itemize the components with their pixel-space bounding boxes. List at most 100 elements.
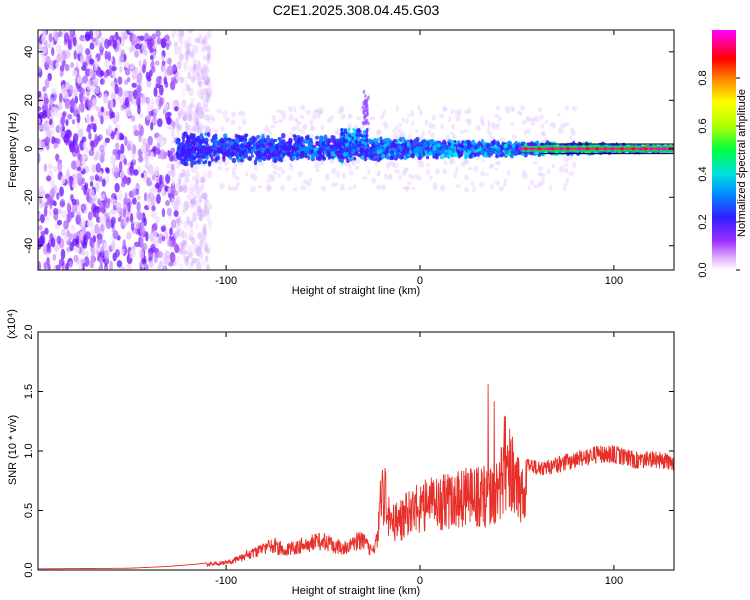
heatmap-cell — [380, 184, 387, 191]
heatmap-cell — [365, 130, 369, 135]
heatmap-cell — [272, 170, 278, 175]
heatmap-cell — [425, 163, 430, 168]
heatmap-cell — [250, 154, 255, 158]
heatmap-cell — [177, 177, 182, 185]
heatmap-cell — [308, 178, 312, 182]
heatmap-cell — [43, 206, 48, 217]
heatmap-cell — [330, 144, 334, 149]
heatmap-cell — [104, 137, 111, 143]
heatmap-cell — [186, 106, 192, 112]
heatmap-cell — [194, 222, 200, 231]
heatmap-cell — [112, 39, 117, 50]
heatmap-cell — [188, 228, 195, 239]
heatmap-cell — [198, 90, 204, 99]
snr-x-label: Height of straight line (km) — [292, 585, 420, 597]
heatmap-cell — [205, 206, 210, 216]
heatmap-cell — [57, 55, 64, 63]
heatmap-cell — [76, 166, 82, 172]
heatmap-cell — [55, 153, 59, 163]
heatmap-cell — [502, 182, 507, 187]
heatmap-cell — [261, 133, 265, 140]
heatmap-cell — [533, 161, 538, 165]
colorbar-label: Normalized spectral amplitude — [736, 89, 748, 237]
heatmap-cell — [549, 184, 553, 191]
heatmap-cell — [347, 164, 352, 170]
heatmap-cell — [141, 242, 148, 251]
heatmap-cell — [58, 258, 65, 267]
heatmap-cell — [110, 216, 116, 226]
heatmap-cell — [500, 137, 506, 143]
colorbar-gradient — [712, 30, 736, 270]
heatmap-cell — [136, 201, 141, 212]
heatmap-cell — [137, 104, 141, 115]
heatmap-cell — [188, 183, 194, 191]
heatmap-cell — [103, 266, 109, 270]
heatmap-cell — [187, 64, 193, 72]
heatmap-cell — [188, 152, 192, 158]
heatmap-cell — [430, 131, 435, 139]
heatmap-cell — [327, 117, 333, 124]
heatmap-cell — [393, 143, 398, 149]
heatmap-cell — [443, 160, 448, 166]
heatmap-cell — [202, 223, 207, 231]
heatmap-cell — [179, 172, 184, 179]
heatmap-cell — [198, 214, 204, 222]
heatmap-cell — [315, 141, 319, 146]
heatmap-cell — [417, 155, 423, 160]
heatmap-cell — [233, 163, 238, 170]
heatmap-cell — [186, 48, 192, 57]
heatmap-cell — [73, 255, 78, 263]
heatmap-cell — [207, 169, 213, 179]
snr-y-tick-label: 1.5 — [23, 384, 35, 399]
heatmap-cell — [114, 165, 119, 173]
heatmap-cell — [141, 43, 147, 55]
heatmap-cell — [146, 96, 151, 106]
heatmap-cell — [442, 107, 448, 112]
heatmap-cell — [603, 146, 608, 151]
heatmap-cell — [517, 142, 521, 148]
heatmap-cell — [204, 242, 208, 252]
heatmap-cell — [189, 244, 196, 255]
heatmap-cell — [92, 235, 97, 244]
heatmap-cell — [362, 130, 366, 135]
heatmap-cell — [64, 82, 69, 91]
heatmap-cell — [272, 120, 279, 125]
heatmap-cell — [346, 154, 351, 158]
heatmap-cell — [150, 98, 155, 109]
heatmap-cell — [479, 181, 485, 188]
heatmap-cell — [90, 254, 95, 265]
heatmap-cell — [291, 126, 296, 132]
heatmap-cell — [343, 128, 347, 132]
heatmap-cell — [46, 109, 51, 118]
heatmap-cell — [240, 155, 244, 159]
heatmap-cell — [57, 173, 62, 181]
heatmap-cell — [200, 95, 206, 102]
heatmap-cell — [210, 138, 215, 143]
heatmap-cell — [203, 75, 208, 83]
heatmap-cell — [213, 149, 218, 154]
heatmap-cell — [59, 64, 65, 73]
heatmap-cell — [286, 174, 292, 182]
heatmap-cell — [44, 136, 51, 145]
heatmap-cell — [404, 186, 411, 190]
heatmap-cell — [223, 146, 228, 151]
heatmap-cell — [483, 151, 488, 156]
heatmap-cell — [191, 257, 196, 263]
heatmap-cell — [288, 162, 293, 167]
heatmap-cell — [282, 158, 287, 163]
heatmap-cell — [49, 177, 55, 188]
heatmap-cell — [503, 177, 508, 184]
heatmap-cell — [363, 155, 368, 162]
heatmap-cell — [305, 154, 308, 159]
heatmap-cell — [292, 134, 297, 138]
heatmap-cell — [331, 139, 337, 144]
heatmap-cell — [559, 122, 566, 129]
heatmap-cell — [315, 147, 319, 151]
heatmap-cell — [167, 187, 171, 194]
heatmap-cell — [445, 134, 451, 141]
heatmap-cell — [364, 134, 368, 138]
heatmap-cell — [192, 64, 197, 70]
heatmap-cell — [531, 117, 536, 122]
heatmap-cell — [178, 53, 184, 61]
heatmap-cell — [344, 135, 348, 140]
